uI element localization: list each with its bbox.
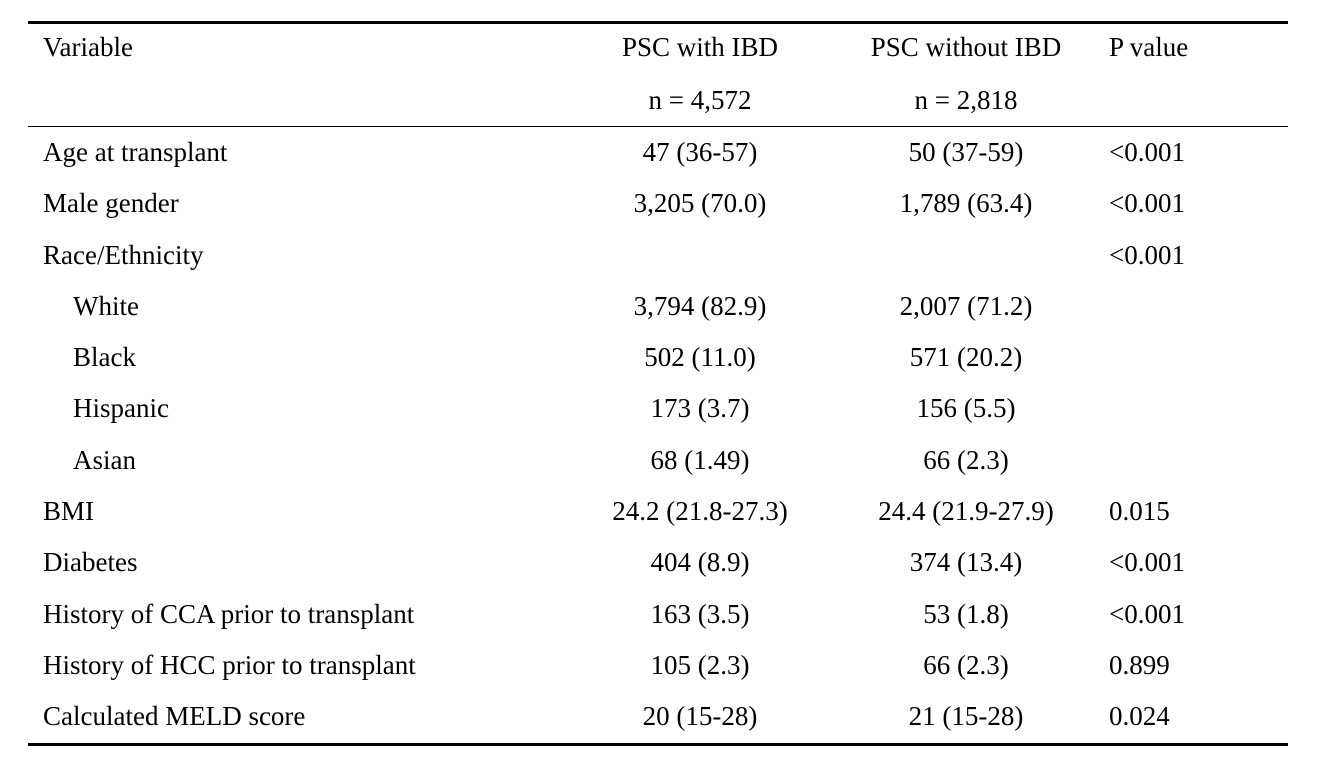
row-variable: Asian	[73, 444, 136, 475]
header-row-1: Variable PSC with IBD PSC without IBD P …	[28, 24, 1288, 75]
row-variable: History of HCC prior to transplant	[43, 649, 416, 680]
row-p-value: <0.001	[1109, 239, 1185, 270]
header-variable: Variable	[43, 32, 133, 62]
header-without-ibd: PSC without IBD	[870, 32, 1062, 62]
row-p-value: 0.899	[1109, 649, 1170, 680]
row-variable: Calculated MELD score	[43, 701, 306, 732]
row-with-ibd: 502 (11.0)	[644, 342, 756, 373]
table-row: Calculated MELD score 20 (15-28) 21 (15-28…	[28, 691, 1288, 742]
row-variable: Diabetes	[43, 547, 138, 578]
table-bottom-rule	[28, 742, 1288, 746]
header-row-2: n = 4,572 n = 2,818	[28, 75, 1288, 126]
row-with-ibd: 3,794 (82.9)	[633, 290, 767, 321]
row-variable: White	[73, 290, 139, 321]
table-row: Male gender 3,205 (70.0) 1,789 (63.4) <0.00…	[28, 178, 1288, 229]
row-p-value: <0.001	[1109, 547, 1185, 578]
row-variable: History of CCA prior to transplant	[43, 598, 415, 629]
table-top-rule	[28, 21, 1288, 24]
row-variable: Male gender	[43, 188, 179, 219]
table-row: Diabetes 404 (8.9) 374 (13.4) <0.001	[28, 537, 1288, 588]
row-without-ibd: 66 (2.3)	[923, 444, 1009, 475]
row-with-ibd: 404 (8.9)	[650, 547, 750, 578]
row-with-ibd: 24.2 (21.8-27.3)	[612, 496, 788, 527]
row-p-value: 0.015	[1109, 496, 1170, 527]
table-row: Race/Ethnicity <0.001	[28, 230, 1288, 281]
row-without-ibd: 21 (15-28)	[908, 701, 1024, 732]
table-row: Age at transplant 47 (36-57) 50 (37-59) <0.…	[28, 127, 1288, 178]
header-p-value: P value	[1109, 32, 1189, 62]
table-header-rule	[28, 126, 1288, 127]
table-row: History of HCC prior to transplant 105 (2…	[28, 640, 1288, 691]
row-p-value: <0.001	[1109, 598, 1185, 629]
data-table: Variable PSC with IBD PSC without IBD P …	[28, 21, 1288, 746]
table-body: Age at transplant 47 (36-57) 50 (37-59) <0.…	[28, 127, 1288, 743]
table-row: Hispanic 173 (3.7) 156 (5.5)	[28, 383, 1288, 434]
row-variable: BMI	[43, 496, 95, 527]
row-without-ibd: 24.4 (21.9-27.9)	[878, 496, 1054, 527]
row-without-ibd: 50 (37-59)	[908, 137, 1024, 167]
row-with-ibd: 163 (3.5)	[650, 598, 750, 629]
row-with-ibd: 3,205 (70.0)	[633, 188, 767, 219]
row-without-ibd: 156 (5.5)	[916, 393, 1016, 424]
table-row: History of CCA prior to transplant 163 (3…	[28, 589, 1288, 640]
table-row: BMI 24.2 (21.8-27.3) 24.4 (21.9-27.9) 0.015	[28, 486, 1288, 537]
row-without-ibd: 1,789 (63.4)	[899, 188, 1033, 219]
table-row: Asian 68 (1.49) 66 (2.3)	[28, 435, 1288, 486]
header-without-ibd-n: n = 2,818	[914, 85, 1018, 115]
row-with-ibd: 173 (3.7)	[650, 393, 750, 424]
row-p-value: 0.024	[1109, 701, 1170, 732]
table-header: Variable PSC with IBD PSC without IBD P …	[28, 24, 1288, 126]
table-row: White 3,794 (82.9) 2,007 (71.2)	[28, 281, 1288, 332]
row-without-ibd: 66 (2.3)	[923, 649, 1009, 680]
row-variable: Age at transplant	[43, 137, 228, 167]
row-p-value: <0.001	[1109, 137, 1185, 167]
header-with-ibd: PSC with IBD	[621, 32, 779, 62]
row-with-ibd: 105 (2.3)	[650, 649, 750, 680]
row-without-ibd: 2,007 (71.2)	[899, 290, 1033, 321]
row-variable: Hispanic	[73, 393, 169, 424]
row-variable: Black	[73, 342, 136, 373]
header-with-ibd-n: n = 4,572	[648, 85, 752, 115]
row-with-ibd: 20 (15-28)	[642, 701, 758, 732]
table-row: Black 502 (11.0) 571 (20.2)	[28, 332, 1288, 383]
row-without-ibd: 571 (20.2)	[909, 342, 1023, 373]
row-p-value: <0.001	[1109, 188, 1185, 219]
row-with-ibd: 68 (1.49)	[650, 444, 750, 475]
row-variable: Race/Ethnicity	[43, 239, 204, 270]
row-without-ibd: 53 (1.8)	[923, 598, 1009, 629]
row-without-ibd: 374 (13.4)	[909, 547, 1023, 578]
row-with-ibd: 47 (36-57)	[642, 137, 758, 167]
